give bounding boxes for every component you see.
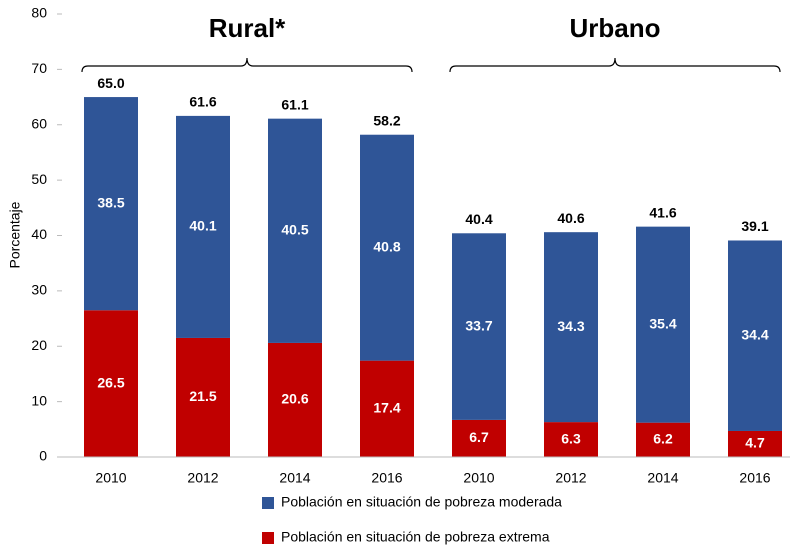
y-tick-label: 20: [31, 337, 47, 353]
bar-segment: [360, 134, 414, 361]
x-tick-label: 2016: [739, 470, 770, 486]
bar-segment: [268, 118, 322, 343]
bar-segment: [452, 419, 506, 457]
bar-segment: [728, 240, 782, 431]
legend-swatch: [262, 497, 274, 509]
x-tick-label: 2012: [187, 470, 218, 486]
bar-segment: [268, 342, 322, 457]
y-tick-label: 40: [31, 226, 47, 242]
data-label: 40.1: [189, 218, 216, 234]
bar-segment: [636, 422, 690, 457]
y-axis-label: Porcentaje: [7, 201, 23, 268]
bar-segment: [452, 233, 506, 420]
data-label: 21.5: [189, 388, 216, 404]
data-label: 17.4: [373, 400, 400, 416]
legend-label: Población en situación de pobreza extrem…: [281, 529, 550, 545]
x-tick-label: 2016: [371, 470, 402, 486]
bar-segment: [728, 430, 782, 457]
total-label: 61.1: [281, 96, 308, 112]
legend-swatch: [262, 532, 274, 544]
y-tick-label: 70: [31, 60, 47, 76]
group-bracket: [81, 57, 413, 73]
x-tick-label: 2012: [555, 470, 586, 486]
bar-segment: [544, 422, 598, 457]
data-label: 34.3: [557, 318, 584, 334]
y-tick-label: 50: [31, 171, 47, 187]
y-tick-label: 80: [31, 5, 47, 21]
data-label: 4.7: [745, 435, 765, 451]
legend-label: Población en situación de pobreza modera…: [281, 494, 562, 510]
data-label: 34.4: [741, 326, 768, 342]
total-label: 40.6: [557, 210, 584, 226]
data-label: 33.7: [465, 317, 492, 333]
bar-segment: [84, 310, 138, 457]
bar-segment: [636, 226, 690, 423]
y-tick-label: 60: [31, 115, 47, 131]
y-tick-label: 10: [31, 392, 47, 408]
y-tick-label: 0: [39, 448, 47, 464]
y-tick-label: 30: [31, 282, 47, 298]
total-label: 58.2: [373, 112, 400, 128]
data-label: 40.8: [373, 238, 400, 254]
data-label: 6.2: [653, 431, 673, 447]
x-tick-label: 2010: [463, 470, 494, 486]
total-label: 65.0: [97, 75, 124, 91]
bar-segment: [360, 360, 414, 457]
data-label: 40.5: [281, 221, 308, 237]
group-label: Urbano: [570, 13, 661, 43]
total-label: 39.1: [741, 218, 768, 234]
bar-segment: [84, 97, 138, 311]
data-label: 6.3: [561, 430, 581, 446]
group-bracket: [449, 57, 781, 73]
x-tick-label: 2014: [279, 470, 310, 486]
total-label: 40.4: [465, 211, 492, 227]
data-label: 20.6: [281, 391, 308, 407]
data-label: 35.4: [649, 315, 676, 331]
data-label: 6.7: [469, 429, 489, 445]
x-tick-label: 2010: [95, 470, 126, 486]
total-label: 61.6: [189, 94, 216, 110]
data-label: 26.5: [97, 374, 124, 390]
x-tick-label: 2014: [647, 470, 678, 486]
bar-segment: [544, 232, 598, 423]
group-label: Rural*: [209, 13, 286, 43]
bar-segment: [176, 337, 230, 457]
data-label: 38.5: [97, 194, 124, 210]
total-label: 41.6: [649, 204, 676, 220]
bar-segment: [176, 115, 230, 338]
